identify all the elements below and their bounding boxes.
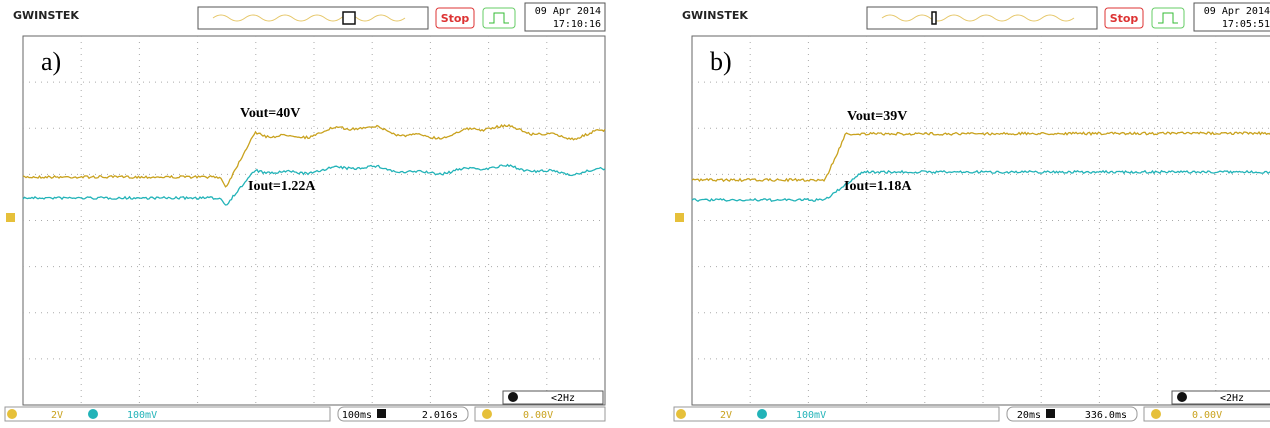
brand: GWINSTEK [13,9,79,22]
trigger-icon[interactable] [1152,8,1184,28]
timebase: 100ms [342,410,372,421]
graticule [23,36,605,405]
run-state: Stop [1110,12,1139,25]
time: 17:05:51 [1222,19,1270,30]
panel-label: b) [710,47,732,76]
h-icon [377,409,386,418]
freq-icon [1177,392,1187,402]
memory-bar [198,7,428,29]
frequency: <2Hz [551,393,575,404]
date: 09 Apr 2014 [1204,6,1270,17]
panel-label: a) [41,47,61,76]
ch-marker [6,213,15,222]
ch1-scale: 2V [51,410,63,421]
ch-marker [675,213,684,222]
ch2-icon [88,409,98,419]
trigger-icon[interactable] [483,8,515,28]
trigger-level: 0.00V [1192,410,1222,421]
position: 2.016s [422,410,458,421]
timebase: 20ms [1017,410,1041,421]
memory-bar [867,7,1097,29]
ch1-icon [7,409,17,419]
run-state: Stop [441,12,470,25]
ch2-icon [757,409,767,419]
annotation: Vout=39V [847,109,907,124]
ch2-scale: 100mV [127,410,157,421]
ch1-icon [676,409,686,419]
view-window [343,12,355,24]
brand: GWINSTEK [682,9,748,22]
trig-icon [1151,409,1161,419]
scope-panel: GWINSTEK Stop 09 Apr 2014 17:05:51 b) Vout=39… [674,3,1270,421]
view-window [932,12,936,24]
scope-panel: GWINSTEK Stop 09 Apr 2014 17:10:16 a) Vout=40… [5,3,605,421]
trig-icon [482,409,492,419]
ch2-scale: 100mV [796,410,826,421]
position: 336.0ms [1085,410,1127,421]
screenshot: GWINSTEK Stop 09 Apr 2014 17:10:16 a) Vout=40… [0,0,1270,428]
annotation: Vout=40V [240,106,300,121]
freq-icon [508,392,518,402]
annotation: Iout=1.18A [844,179,912,194]
time: 17:10:16 [553,19,601,30]
annotation: Iout=1.22A [248,179,316,194]
trigger-level: 0.00V [523,410,553,421]
date: 09 Apr 2014 [535,6,601,17]
h-icon [1046,409,1055,418]
ch1-scale: 2V [720,410,732,421]
frequency: <2Hz [1220,393,1244,404]
